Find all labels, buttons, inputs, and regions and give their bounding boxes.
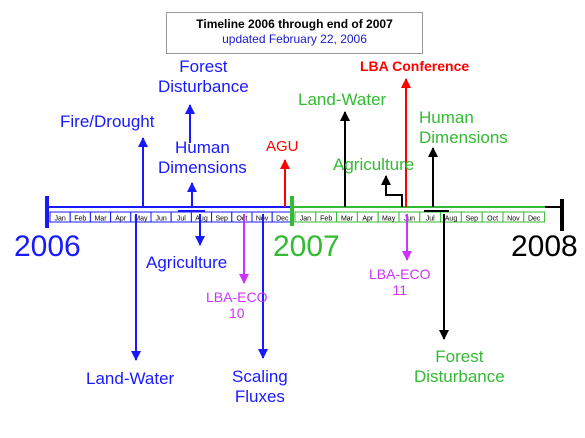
- month-label-2006-dec: Dec: [276, 216, 289, 223]
- arrow-agriculture-2007: [381, 175, 403, 207]
- label-scaling-fluxes: Scaling Fluxes: [232, 367, 288, 406]
- diagram-title: Timeline 2006 through end of 2007: [196, 17, 393, 31]
- month-cell-2007-dec: [523, 211, 546, 223]
- month-label-2006-sep: Sep: [215, 216, 228, 223]
- month-label-2007-dec: Dec: [528, 216, 541, 223]
- year-label-2007: 2007: [273, 230, 340, 263]
- label-forest-disturbance-2006: Forest Disturbance: [158, 57, 249, 96]
- month-label-2007-mar: Mar: [341, 216, 354, 223]
- label-lba-eco-10: LBA-ECO 10: [206, 289, 268, 322]
- month-label-2007-may: May: [382, 216, 396, 223]
- month-label-2007-sep: Sep: [466, 216, 479, 223]
- label-lba-eco-11: LBA-ECO 11: [369, 266, 431, 299]
- month-label-2006-may: May: [134, 216, 148, 223]
- year-tick-2006: [45, 196, 49, 228]
- month-label-2006-feb: Feb: [74, 216, 86, 223]
- month-label-2006-mar: Mar: [94, 216, 107, 223]
- label-forest-disturbance-2007: Forest Disturbance: [414, 347, 505, 386]
- label-human-dimensions-2007: Human Dimensions: [419, 108, 508, 147]
- label-human-dimensions-2006: Human Dimensions: [158, 138, 247, 177]
- label-agu: AGU: [266, 138, 299, 155]
- month-label-2006-oct: Oct: [236, 216, 247, 223]
- year-tick-2007: [290, 196, 294, 226]
- label-agriculture-2007: Agriculture: [333, 155, 415, 174]
- months-2007-row: Jan Feb Mar Apr May Jun Jul Aug Sep Oct Nov Dec: [294, 211, 546, 223]
- month-label-2006-apr: Apr: [115, 216, 127, 223]
- month-label-2007-jul: Jul: [426, 216, 435, 223]
- year-tick-2008: [560, 199, 564, 231]
- diagram-subtitle: updated February 22, 2006: [222, 32, 367, 46]
- month-label-2007-oct: Oct: [487, 216, 498, 223]
- month-label-2007-aug: Aug: [445, 216, 458, 223]
- year-label-2006: 2006: [14, 230, 81, 263]
- label-agriculture-2006: Agriculture: [146, 253, 228, 272]
- month-label-2007-feb: Feb: [320, 216, 332, 223]
- month-label-2006-jan: Jan: [54, 216, 65, 223]
- month-label-2007-nov: Nov: [507, 216, 520, 223]
- month-label-2006-jun: Jun: [155, 216, 166, 223]
- month-label-2006-aug: Aug: [195, 216, 208, 223]
- month-label-2007-jan: Jan: [300, 216, 311, 223]
- month-label-2007-jun: Jun: [404, 216, 415, 223]
- month-label-2006-jul: Jul: [177, 216, 186, 223]
- label-fire-drought: Fire/Drought: [60, 112, 155, 131]
- year-label-2008: 2008: [511, 230, 578, 263]
- label-lba-conference: LBA Conference: [360, 58, 470, 74]
- title-box: Timeline 2006 through end of 2007 update…: [166, 12, 423, 54]
- month-label-2007-apr: Apr: [362, 216, 374, 223]
- label-land-water-2007: Land-Water: [298, 90, 387, 109]
- label-land-water-2006: Land-Water: [86, 369, 175, 388]
